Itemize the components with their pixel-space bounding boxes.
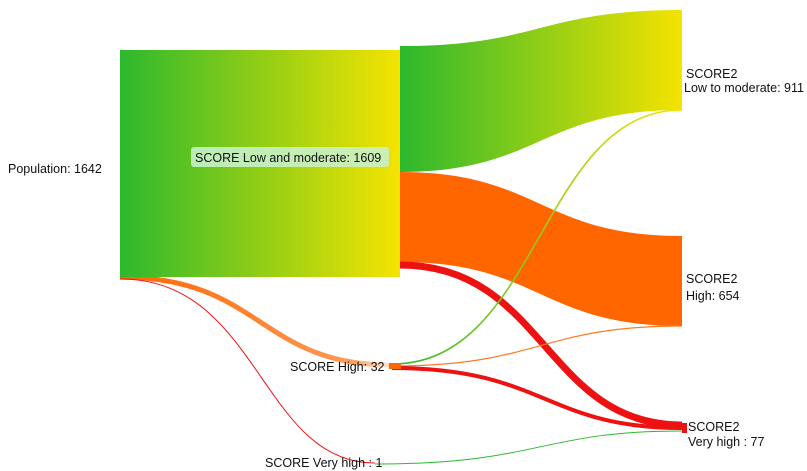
score2-high-label-line1: SCORE2 — [686, 272, 737, 286]
link-high-to-score2-veryhigh — [391, 366, 683, 430]
node-score-high-bar — [389, 363, 401, 369]
score2-low-label-line1: SCORE2 — [686, 67, 737, 81]
score2-veryhigh-label-line1: SCORE2 — [688, 420, 739, 434]
population-label: Population: 1642 — [8, 162, 102, 176]
score-low-label: SCORE Low and moderate: 1609 — [195, 151, 381, 165]
link-high-to-score2-low — [391, 109, 683, 365]
link-low-to-score2-low — [400, 10, 682, 172]
link-population-to-veryhigh — [119, 278, 376, 464]
score2-veryhigh-label-line2: Very high : 77 — [688, 435, 764, 449]
link-veryhigh-to-score2-veryhigh — [374, 430, 683, 465]
score-low-label-bg — [191, 147, 389, 167]
node-score2-veryhigh-bar — [682, 423, 687, 433]
score-high-label: SCORE High: 32 — [290, 360, 385, 374]
link-high-to-score2-high — [391, 325, 683, 367]
score2-high-label-line2: High: 654 — [686, 289, 740, 303]
score-veryhigh-label: SCORE Very high : 1 — [265, 456, 382, 470]
score2-low-label-line2: Low to moderate: 911 — [684, 81, 804, 95]
link-low-to-score2-high — [400, 172, 682, 326]
link-population-to-high — [119, 274, 391, 368]
